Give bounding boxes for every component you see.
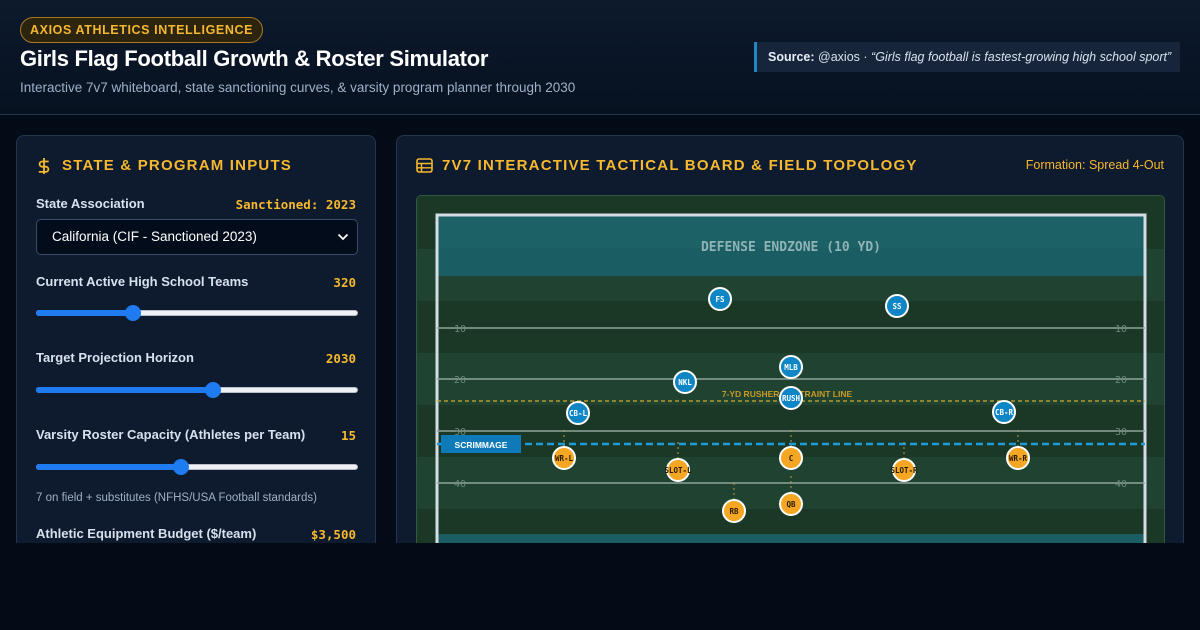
offense-player-token[interactable] xyxy=(666,458,690,482)
offense-player-token[interactable] xyxy=(779,446,803,470)
defense-player-token[interactable] xyxy=(779,355,803,379)
roster-slider[interactable] xyxy=(36,459,358,475)
teams-value: 320 xyxy=(333,275,356,290)
player-label: FS xyxy=(715,295,725,304)
horizon-value: 2030 xyxy=(325,351,356,366)
page-header: AXIOS ATHLETICS INTELLIGENCE Girls Flag … xyxy=(0,0,1200,115)
state-sanctioned-value: Sanctioned: 2023 xyxy=(235,197,356,212)
defense-player-rush[interactable]: RUSH xyxy=(779,386,803,410)
teams-slider[interactable] xyxy=(36,305,358,321)
defense-player-cb-r[interactable]: CB-R xyxy=(992,400,1016,424)
offense-player-slot-l[interactable]: SLOT-L xyxy=(664,458,692,482)
chevron-down-icon xyxy=(337,233,349,241)
defense-player-token[interactable] xyxy=(673,370,697,394)
yard-label: 10 xyxy=(454,324,466,335)
formation-label: Formation: Spread 4-Out xyxy=(1025,158,1164,172)
field-boundary xyxy=(435,213,1147,554)
teams-slider-thumb[interactable] xyxy=(124,305,141,321)
inputs-panel: STATE & PROGRAM INPUTS State Association… xyxy=(16,135,376,555)
player-label: CB-R xyxy=(995,408,1014,417)
yard-label: 20 xyxy=(454,375,466,386)
defense-player-ss[interactable]: SS xyxy=(885,294,909,318)
player-label: RB xyxy=(729,507,739,516)
defense-player-token[interactable] xyxy=(566,401,590,425)
budget-label: Athletic Equipment Budget ($/team) xyxy=(36,526,257,541)
player-label: SLOT-R xyxy=(890,466,918,475)
roster-value: 15 xyxy=(340,428,356,443)
roster-note: 7 on field + substitutes (NFHS/USA Footb… xyxy=(36,492,317,504)
offense-player-qb[interactable]: QB xyxy=(779,492,803,516)
yard-label: 30 xyxy=(454,427,466,438)
player-label: WR-L xyxy=(555,454,574,463)
defense-player-mlb[interactable]: MLB xyxy=(779,355,803,379)
defense-player-token[interactable] xyxy=(779,386,803,410)
scrimmage-label: SCRIMMAGE xyxy=(455,440,508,450)
offense-player-rb[interactable]: RB xyxy=(722,499,746,523)
yard-label: 40 xyxy=(1115,479,1127,490)
offense-player-slot-r[interactable]: SLOT-R xyxy=(890,458,918,482)
source-handle: @axios · xyxy=(818,50,868,64)
yard-label: 40 xyxy=(454,479,466,490)
board-panel-title: 7V7 INTERACTIVE TACTICAL BOARD & FIELD T… xyxy=(442,157,918,174)
tactical-field[interactable]: DEFENSE ENDZONE (10 YD) 10 10 20 20 30 30 40 40 7… xyxy=(416,195,1165,555)
horizon-slider-thumb[interactable] xyxy=(205,382,222,398)
player-label: RUSH xyxy=(782,394,801,403)
state-label: State Association xyxy=(36,196,145,211)
offense-player-c[interactable]: C xyxy=(779,446,803,470)
player-label: SS xyxy=(892,302,902,311)
source-label: Source: xyxy=(768,50,815,64)
table-icon xyxy=(416,158,433,173)
page-title: Girls Flag Football Growth & Roster Simu… xyxy=(20,46,489,71)
inputs-panel-title: STATE & PROGRAM INPUTS xyxy=(62,157,293,174)
defense-player-token[interactable] xyxy=(992,400,1016,424)
tactical-board-panel: 7V7 INTERACTIVE TACTICAL BOARD & FIELD T… xyxy=(396,135,1184,555)
page-footer-area xyxy=(0,543,1200,630)
yard-label: 30 xyxy=(1115,427,1127,438)
source-quote: “Girls flag football is fastest-growing … xyxy=(871,50,1172,64)
state-select[interactable]: California (CIF - Sanctioned 2023) xyxy=(36,219,358,255)
player-label: SLOT-L xyxy=(664,466,692,475)
dollar-icon xyxy=(38,158,50,174)
offense-player-token[interactable] xyxy=(779,492,803,516)
teams-label: Current Active High School Teams xyxy=(36,274,249,289)
scrimmage-tag xyxy=(441,435,521,453)
player-label: NKL xyxy=(678,378,692,387)
player-label: MLB xyxy=(784,363,798,372)
player-label: CB-L xyxy=(569,409,588,418)
horizon-label: Target Projection Horizon xyxy=(36,350,194,365)
offense-player-token[interactable] xyxy=(552,446,576,470)
player-label: C xyxy=(789,454,794,463)
defense-player-cb-l[interactable]: CB-L xyxy=(566,401,590,425)
offense-player-token[interactable] xyxy=(722,499,746,523)
brand-badge: AXIOS ATHLETICS INTELLIGENCE xyxy=(20,17,264,43)
offense-player-token[interactable] xyxy=(892,458,916,482)
defense-player-nkl[interactable]: NKL xyxy=(673,370,697,394)
defense-player-token[interactable] xyxy=(885,294,909,318)
budget-value: $3,500 xyxy=(310,527,356,542)
source-citation: Source: @axios · “Girls flag football is… xyxy=(754,42,1180,72)
player-label: WR-R xyxy=(1009,454,1028,463)
endzone-label: DEFENSE ENDZONE (10 YD) xyxy=(701,240,881,255)
player-label: QB xyxy=(786,500,796,509)
defense-player-fs[interactable]: FS xyxy=(708,287,732,311)
roster-slider-thumb[interactable] xyxy=(172,459,189,475)
page-subtitle: Interactive 7v7 whiteboard, state sancti… xyxy=(20,80,576,95)
yard-label: 10 xyxy=(1115,324,1127,335)
offense-player-wr-l[interactable]: WR-L xyxy=(552,446,576,470)
horizon-slider[interactable] xyxy=(36,382,358,398)
yard-label: 20 xyxy=(1115,375,1127,386)
offense-player-wr-r[interactable]: WR-R xyxy=(1006,446,1030,470)
roster-label: Varsity Roster Capacity (Athletes per Te… xyxy=(36,427,306,442)
state-select-value: California (CIF - Sanctioned 2023) xyxy=(52,229,257,244)
offense-player-token[interactable] xyxy=(1006,446,1030,470)
defense-player-token[interactable] xyxy=(708,287,732,311)
